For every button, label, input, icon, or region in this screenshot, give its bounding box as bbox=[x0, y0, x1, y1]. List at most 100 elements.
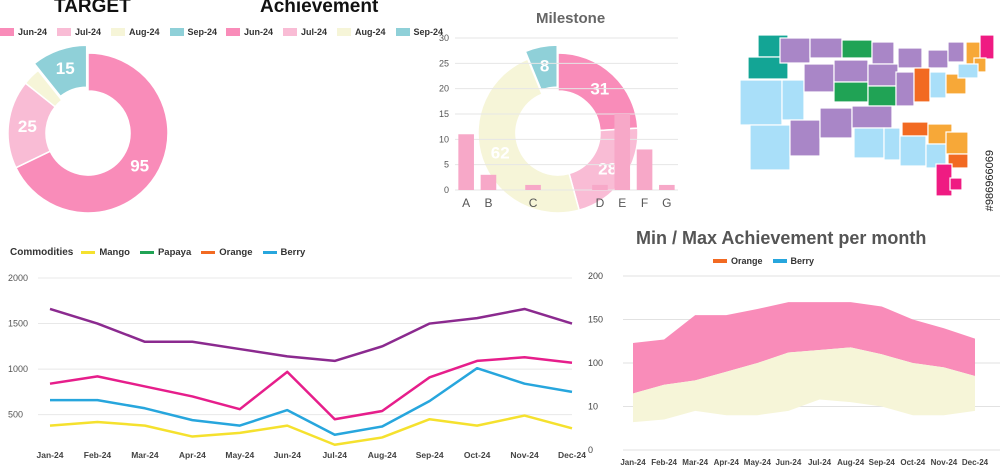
commodities-legend: Commodities Mango Papaya Orange Berry bbox=[10, 247, 315, 258]
watermark-id: #986966069 bbox=[984, 150, 996, 212]
map-state-region bbox=[897, 47, 923, 69]
map-state-region bbox=[929, 71, 947, 99]
legend-line bbox=[201, 251, 216, 254]
x-tick-label: Mar-24 bbox=[682, 458, 708, 467]
x-tick-label: Aug-24 bbox=[837, 458, 865, 467]
x-tick-label: Oct-24 bbox=[464, 450, 491, 460]
map-state-region bbox=[957, 63, 979, 79]
line-series-purple bbox=[49, 307, 573, 363]
x-tick-label: Feb-24 bbox=[651, 458, 677, 467]
x-tick-label: G bbox=[662, 196, 671, 210]
bar bbox=[525, 184, 541, 190]
target-legend: Jun-24 Jul-24 Aug-24 Sep-24 bbox=[0, 27, 227, 37]
y-tick-label: 0 bbox=[444, 185, 449, 195]
legend-item: Jun-24 bbox=[226, 27, 273, 37]
y-tick-label: 10 bbox=[588, 402, 598, 412]
map-state-region bbox=[949, 177, 963, 191]
legend-label: Aug-24 bbox=[129, 27, 160, 37]
map-state-region bbox=[739, 79, 783, 126]
donut-value-label: 95 bbox=[130, 156, 149, 175]
legend-swatch bbox=[283, 28, 298, 36]
x-tick-label: E bbox=[618, 196, 626, 210]
legend-swatch bbox=[111, 28, 126, 36]
legend-swatch bbox=[395, 28, 410, 36]
x-tick-label: A bbox=[462, 196, 470, 210]
legend-item: Sep-24 bbox=[169, 27, 217, 37]
map-state-region bbox=[809, 37, 843, 59]
legend-item: Jun-24 bbox=[0, 27, 47, 37]
legend-swatch bbox=[337, 28, 352, 36]
map-state-region bbox=[945, 73, 967, 95]
x-tick-label: Mar-24 bbox=[131, 450, 159, 460]
legend-item-orange: Orange bbox=[713, 256, 763, 266]
bar bbox=[659, 184, 675, 190]
bar bbox=[592, 184, 608, 190]
map-state-region bbox=[947, 153, 969, 169]
x-tick-label: B bbox=[484, 196, 492, 210]
legend-item-papaya: Papaya bbox=[139, 247, 191, 258]
legend-label: Mango bbox=[99, 247, 130, 258]
legend-label: Orange bbox=[731, 256, 763, 266]
commodities-title: Commodities bbox=[10, 247, 74, 258]
x-tick-label: Jun-24 bbox=[274, 450, 302, 460]
legend-item-berry: Berry bbox=[262, 247, 305, 258]
map-state-region bbox=[853, 127, 885, 159]
legend-label: Jun-24 bbox=[18, 27, 48, 37]
x-tick-label: Nov-24 bbox=[931, 458, 958, 467]
y-tick-label: 1500 bbox=[8, 319, 28, 329]
map-state-region bbox=[867, 63, 899, 87]
y-tick-label: 5 bbox=[444, 160, 449, 170]
x-tick-label: Dec-24 bbox=[962, 458, 989, 467]
legend-line bbox=[81, 251, 96, 254]
legend-swatch bbox=[226, 28, 240, 36]
map-state-region bbox=[841, 39, 873, 59]
legend-swatch bbox=[772, 259, 787, 263]
bar bbox=[480, 174, 497, 190]
achievement-legend: Jun-24 Jul-24 Aug-24 Sep-24 bbox=[226, 27, 453, 37]
legend-item: Sep-24 bbox=[395, 27, 443, 37]
map-state-region bbox=[779, 37, 811, 64]
legend-label: Orange bbox=[219, 247, 253, 258]
x-tick-label: Oct-24 bbox=[900, 458, 925, 467]
y-tick-label: 30 bbox=[439, 33, 449, 43]
legend-item: Aug-24 bbox=[111, 27, 160, 37]
map-state-region bbox=[979, 34, 995, 60]
legend-item: Aug-24 bbox=[337, 27, 386, 37]
map-state-region bbox=[867, 85, 897, 107]
max-band-area bbox=[633, 302, 975, 394]
y-tick-label: 150 bbox=[588, 315, 603, 325]
x-tick-label: Aug-24 bbox=[368, 450, 397, 460]
min-band-area bbox=[633, 347, 975, 423]
us-map-illustration bbox=[739, 34, 995, 197]
line-series-mango bbox=[49, 414, 573, 446]
bar bbox=[458, 134, 474, 190]
target-title: TARGET bbox=[54, 0, 131, 17]
milestone-bar-chart: 0 5 10 15 20 25 30 A B C D E F G bbox=[439, 33, 678, 210]
x-tick-label: F bbox=[641, 196, 648, 210]
x-tick-label: Apr-24 bbox=[179, 450, 206, 460]
map-state-region bbox=[747, 56, 789, 80]
y-tick-label: 500 bbox=[8, 410, 23, 420]
legend-item-orange: Orange bbox=[201, 247, 253, 258]
x-tick-label: May-24 bbox=[225, 450, 254, 460]
x-tick-label: Sep-24 bbox=[869, 458, 896, 467]
map-state-region bbox=[901, 121, 929, 137]
donut-value-label: 8 bbox=[540, 56, 549, 75]
x-tick-label: Nov-24 bbox=[510, 450, 539, 460]
legend-swatch bbox=[57, 28, 72, 36]
y-tick-label: 20 bbox=[439, 84, 449, 94]
x-tick-label: Jan-24 bbox=[620, 458, 646, 467]
map-state-region bbox=[789, 119, 821, 157]
x-tick-label: D bbox=[596, 196, 605, 210]
minmax-legend: Orange Berry bbox=[713, 256, 824, 266]
legend-label: Jul-24 bbox=[75, 27, 102, 37]
y-tick-label: 1000 bbox=[8, 364, 28, 374]
legend-item: Jul-24 bbox=[57, 27, 101, 37]
donut-slice-jun-24 bbox=[14, 52, 169, 214]
legend-line bbox=[139, 251, 154, 254]
map-state-region bbox=[819, 107, 853, 139]
legend-swatch bbox=[0, 28, 14, 36]
map-state-region bbox=[871, 41, 895, 65]
